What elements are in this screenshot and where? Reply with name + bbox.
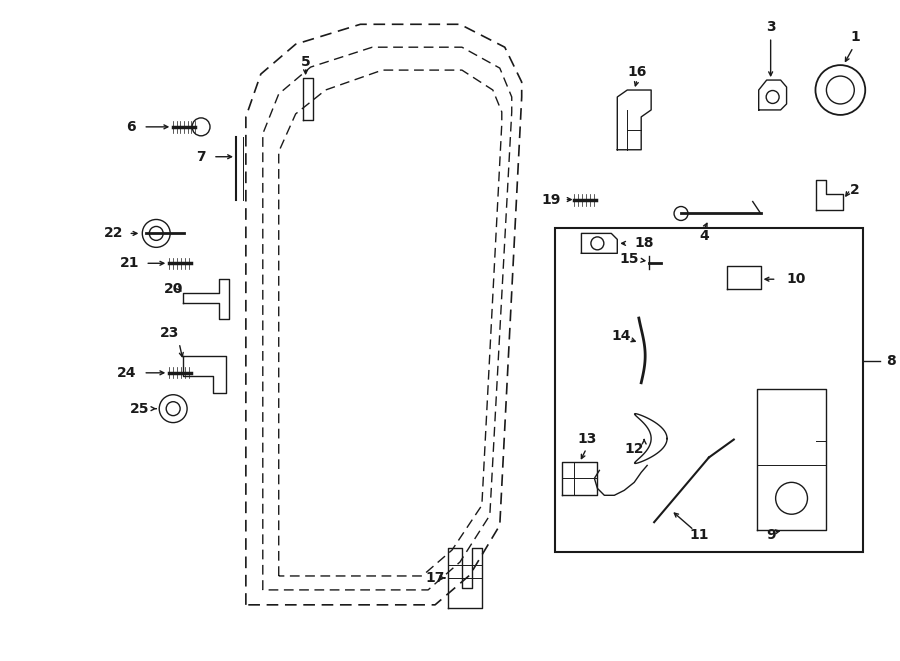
Text: 25: 25: [130, 402, 149, 416]
Text: 6: 6: [127, 120, 136, 134]
Text: 4: 4: [699, 229, 709, 243]
Text: 22: 22: [104, 227, 123, 241]
Text: 12: 12: [625, 442, 644, 455]
Text: 23: 23: [159, 326, 179, 340]
Text: 3: 3: [766, 20, 776, 34]
Text: 8: 8: [886, 354, 896, 368]
Text: 21: 21: [120, 256, 140, 270]
Text: 15: 15: [619, 253, 639, 266]
Text: 17: 17: [426, 571, 445, 585]
Text: 9: 9: [766, 528, 776, 542]
Text: 10: 10: [787, 272, 806, 286]
Text: 14: 14: [611, 329, 631, 343]
Text: 7: 7: [196, 150, 206, 164]
Text: 20: 20: [164, 282, 183, 296]
Text: 18: 18: [634, 237, 653, 251]
Text: 24: 24: [117, 366, 136, 380]
Text: 2: 2: [850, 182, 860, 196]
Text: 13: 13: [578, 432, 597, 446]
Text: 16: 16: [627, 65, 647, 79]
Text: 1: 1: [850, 30, 860, 44]
Text: 5: 5: [301, 55, 310, 69]
Text: 11: 11: [689, 528, 708, 542]
Text: 19: 19: [542, 192, 562, 206]
Bar: [554, 229, 863, 552]
